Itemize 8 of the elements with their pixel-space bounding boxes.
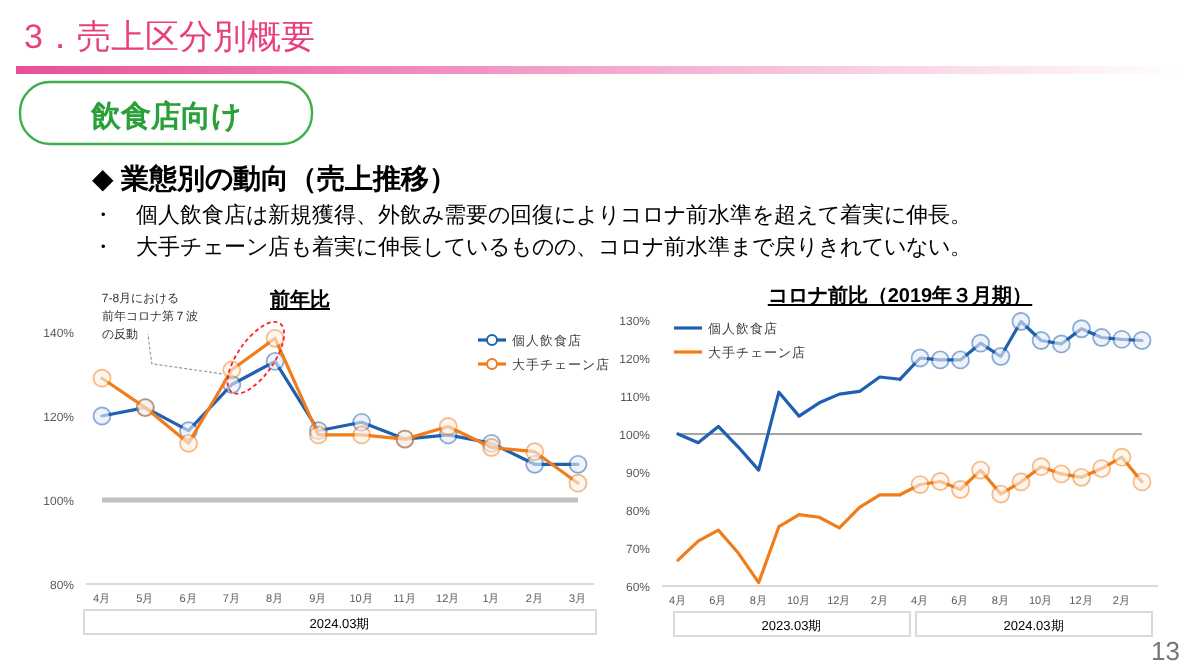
text: 3．売上区分別概要 bbox=[24, 18, 315, 56]
text: ◆ 業態別の動向（売上推移） bbox=[92, 162, 458, 194]
text: ・ 個人飲食店は新規獲得、外飲み需要の回復によりコロナ前水準を超えて着実に伸長。 bbox=[92, 202, 972, 228]
chart-title: 前年比 bbox=[268, 288, 330, 312]
text: ・ 大手チェーン店も着実に伸長しているものの、コロナ前水準まで戻りきれていない。 bbox=[92, 234, 972, 260]
text: 飲食店向け bbox=[89, 98, 241, 134]
text: 13 bbox=[1151, 636, 1180, 666]
chart-title: コロナ前比（2019年３月期） bbox=[767, 284, 1033, 308]
